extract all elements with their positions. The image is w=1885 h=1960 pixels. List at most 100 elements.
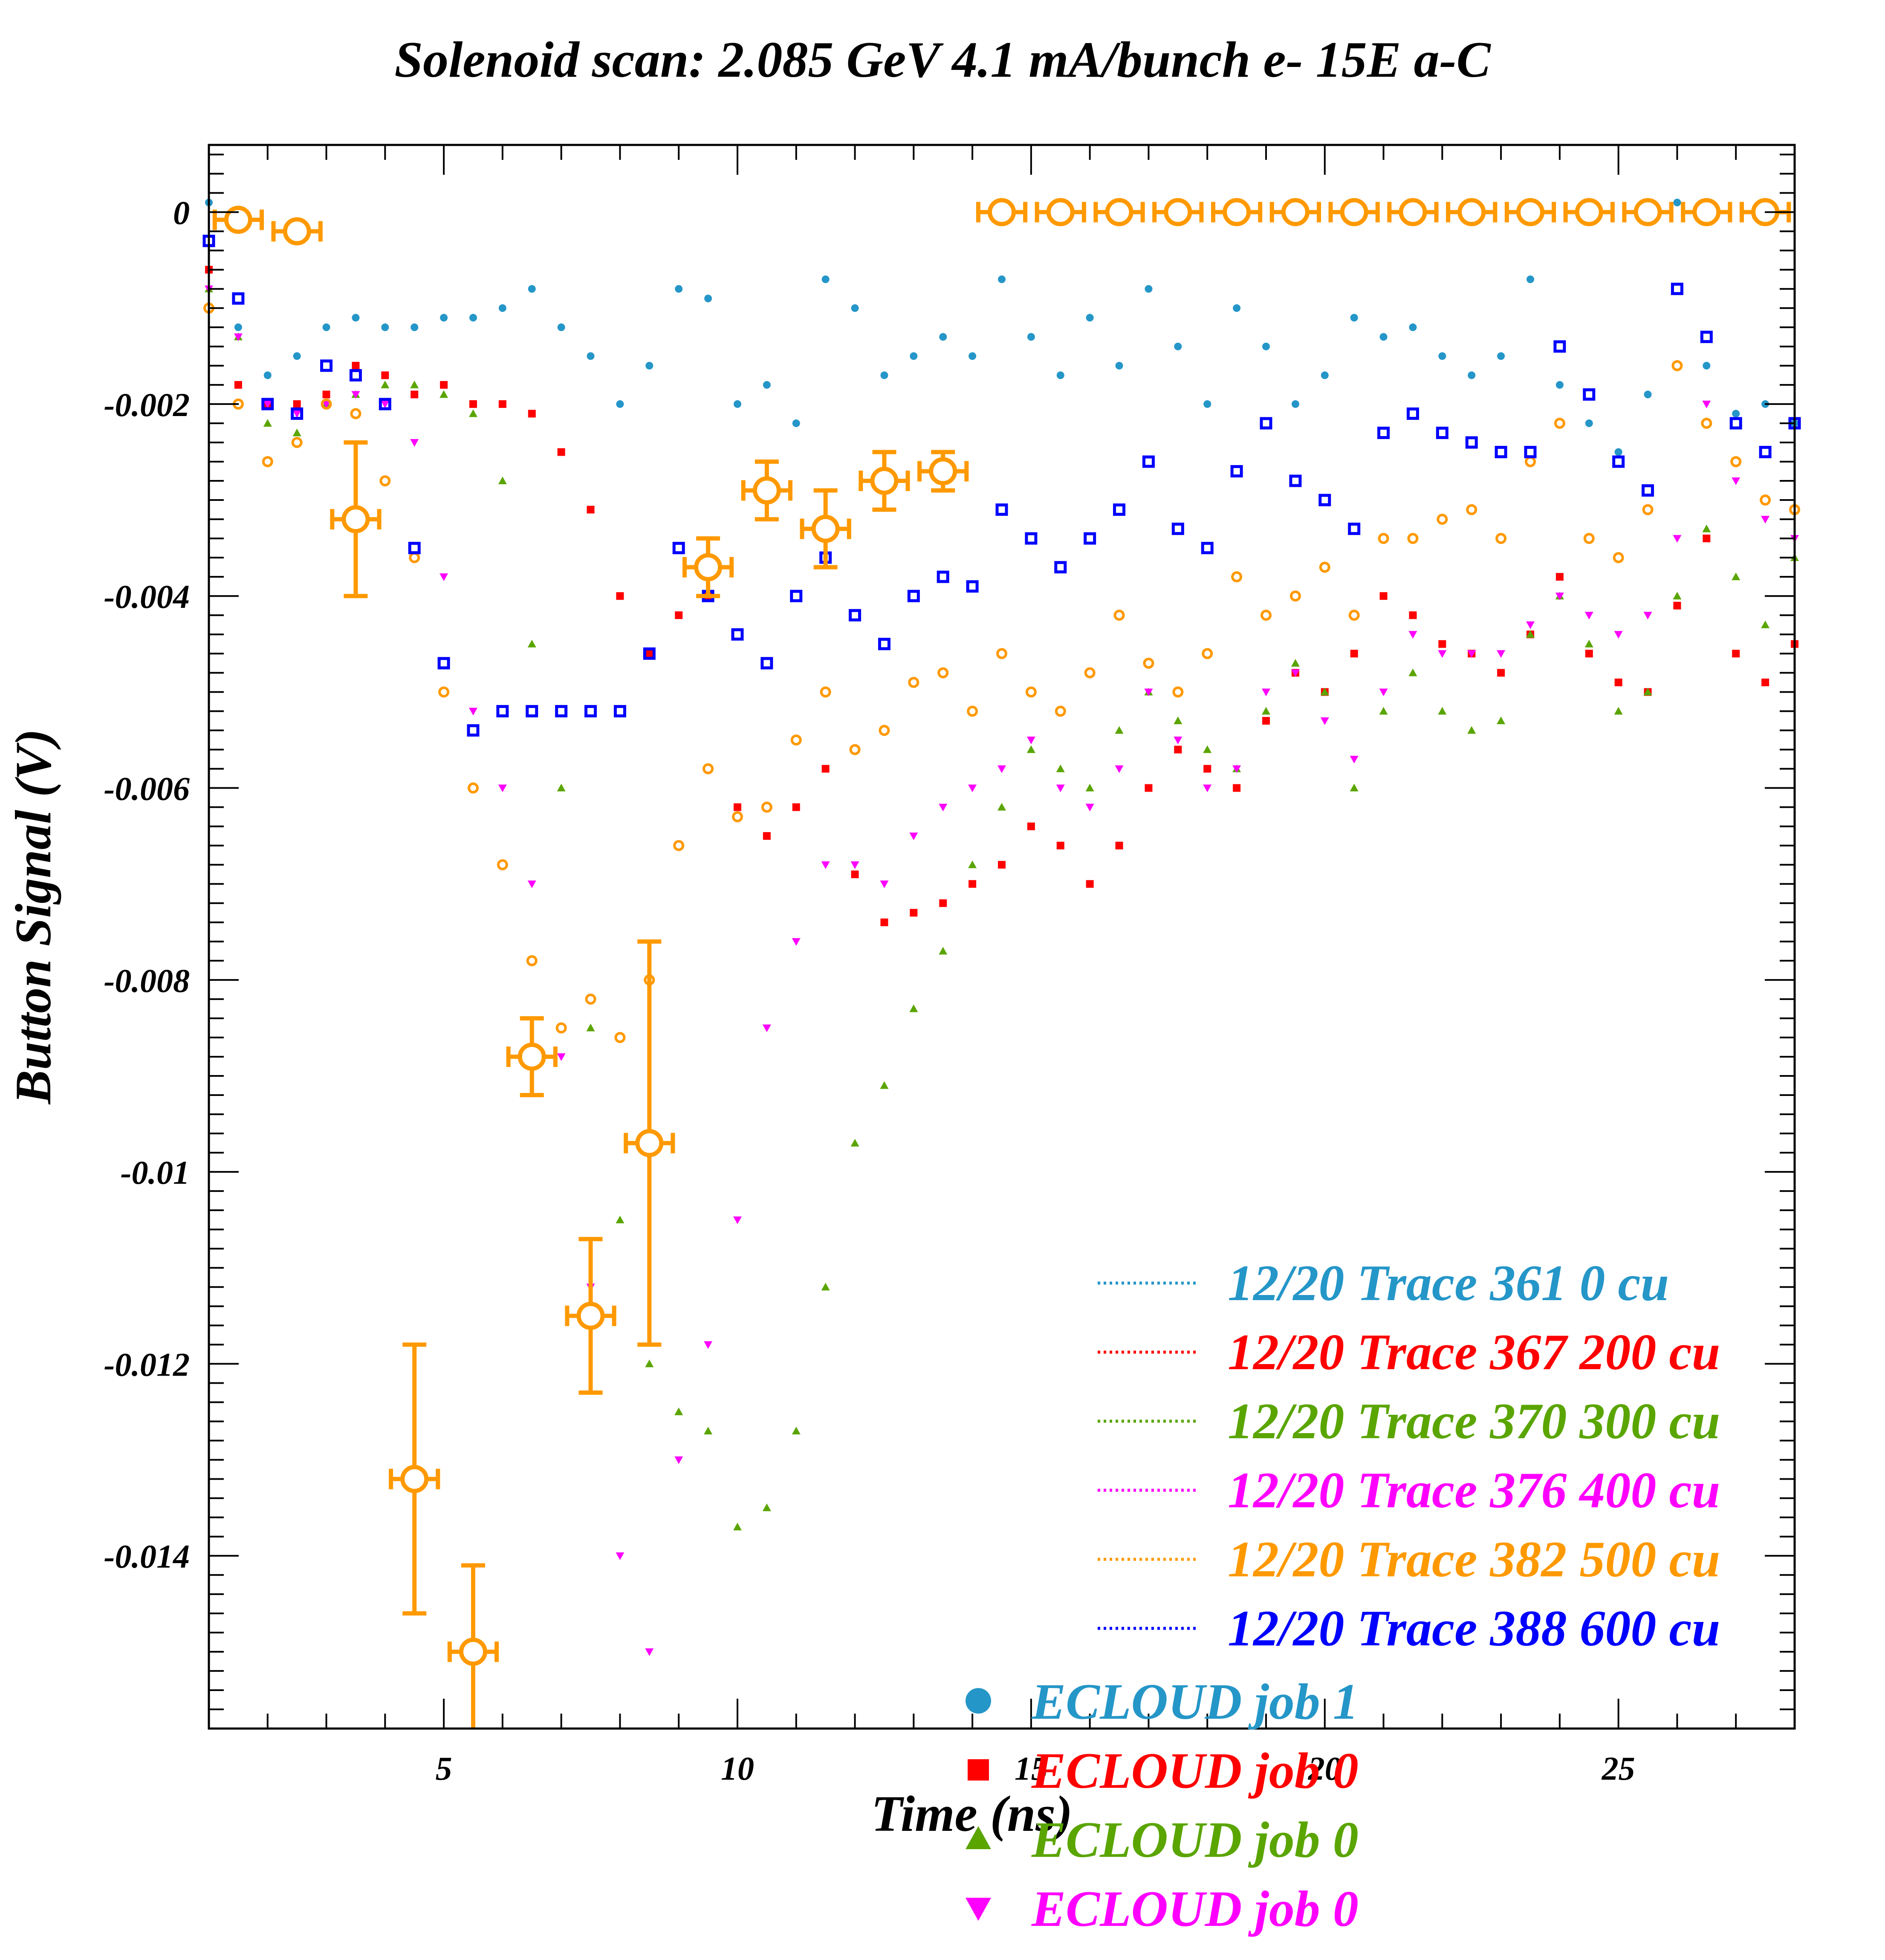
data-point <box>467 724 480 737</box>
data-point <box>1643 688 1652 696</box>
data-point <box>645 1359 654 1367</box>
data-point <box>555 705 568 717</box>
data-point <box>437 657 450 670</box>
data-point <box>1232 765 1241 773</box>
data-point <box>851 870 859 879</box>
data-point <box>1399 198 1427 226</box>
data-point <box>968 784 977 792</box>
data-point <box>1585 419 1593 427</box>
data-point <box>557 323 565 331</box>
data-point <box>1084 667 1096 679</box>
legend-label: 12/20 Trace 370 300 cu <box>1228 1393 1720 1449</box>
data-point <box>792 938 801 946</box>
data-point <box>1379 333 1388 341</box>
data-point <box>1262 717 1270 725</box>
legend-marker <box>966 1898 991 1921</box>
data-point <box>1575 198 1603 226</box>
data-point <box>1350 650 1358 658</box>
data-point <box>381 323 389 331</box>
data-point <box>1231 571 1243 583</box>
data-point <box>821 1283 830 1291</box>
data-point <box>1527 275 1534 283</box>
data-point <box>790 734 802 746</box>
data-point <box>1703 535 1711 543</box>
y-tick-label: -0.004 <box>104 578 190 615</box>
data-point <box>1407 533 1419 544</box>
data-point <box>1145 784 1153 792</box>
data-point <box>703 763 714 775</box>
data-point <box>1144 688 1153 697</box>
data-point <box>1468 371 1476 379</box>
data-point <box>1643 612 1652 620</box>
data-point <box>263 400 272 408</box>
data-point <box>1085 783 1094 792</box>
data-point <box>880 371 888 379</box>
data-point <box>1673 535 1682 543</box>
data-point <box>1732 410 1740 418</box>
plot-area <box>209 145 1795 1729</box>
data-point <box>1614 448 1622 456</box>
data-point <box>1555 573 1564 581</box>
data-point <box>498 304 506 312</box>
data-point <box>1642 504 1654 515</box>
data-point <box>1115 361 1123 370</box>
data-point <box>234 333 243 341</box>
legend-marker-shape <box>966 1688 991 1714</box>
y-tick-label: 0 <box>173 194 190 231</box>
data-point <box>557 783 566 792</box>
data-point <box>908 676 919 688</box>
data-point <box>1318 494 1331 506</box>
data-point <box>704 295 712 303</box>
data-point <box>1583 533 1595 544</box>
data-point <box>526 955 538 966</box>
data-point <box>734 803 741 811</box>
data-point <box>1320 717 1329 725</box>
data-point <box>1673 592 1682 600</box>
plot-frame <box>208 144 1796 1730</box>
data-point <box>969 880 977 888</box>
data-point <box>1046 198 1075 226</box>
data-point <box>557 1053 566 1061</box>
data-point <box>997 803 1006 811</box>
data-point <box>1759 445 1772 458</box>
legend-label: 12/20 Trace 367 200 cu <box>1228 1324 1720 1380</box>
data-point <box>438 686 450 698</box>
data-point <box>731 628 744 641</box>
data-point <box>674 1408 683 1415</box>
data-point <box>613 705 626 717</box>
data-point <box>1320 688 1329 696</box>
data-point <box>879 725 890 736</box>
data-point <box>497 859 508 870</box>
legend-label: 12/20 Trace 376 400 cu <box>1228 1462 1720 1518</box>
y-tick-label: -0.014 <box>104 1538 190 1575</box>
data-point <box>1203 784 1212 792</box>
data-point <box>1105 198 1133 226</box>
data-point <box>528 285 536 293</box>
data-point <box>1262 707 1270 715</box>
data-point <box>587 352 595 360</box>
data-point <box>439 390 448 398</box>
legend-label: ECLOUD job 0 <box>1031 1880 1359 1937</box>
data-point <box>616 592 624 600</box>
data-point <box>440 314 448 322</box>
data-point <box>1056 784 1065 792</box>
y-tick-label: -0.006 <box>104 770 190 807</box>
data-point <box>1350 314 1358 322</box>
data-point <box>909 1004 918 1012</box>
data-point <box>498 477 507 485</box>
data-point <box>291 437 303 448</box>
data-point <box>694 553 723 581</box>
data-point <box>1406 407 1419 420</box>
data-point <box>527 880 536 888</box>
y-tick-label: -0.012 <box>104 1346 190 1383</box>
data-point <box>1113 503 1126 516</box>
data-point <box>997 765 1006 773</box>
data-point <box>1497 650 1506 658</box>
data-point <box>292 428 301 437</box>
data-point <box>1465 436 1478 449</box>
legend-label: ECLOUD job 0 <box>1031 1811 1359 1868</box>
data-point <box>1761 678 1769 686</box>
data-point <box>381 371 389 379</box>
data-point <box>635 1129 664 1157</box>
data-point <box>1644 390 1652 399</box>
